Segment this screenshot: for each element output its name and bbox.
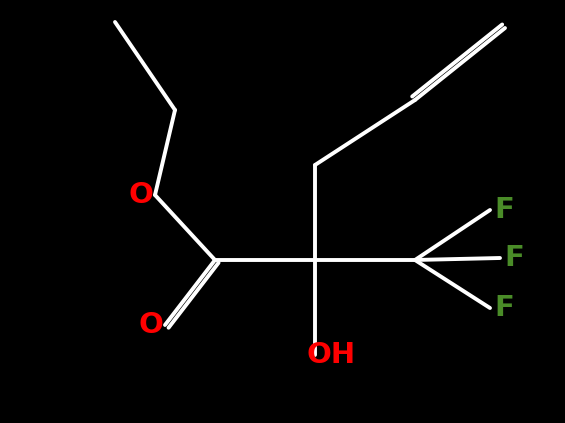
Text: OH: OH	[306, 341, 355, 369]
Text: O: O	[129, 181, 154, 209]
Text: F: F	[494, 294, 514, 322]
Text: F: F	[504, 244, 524, 272]
Text: F: F	[494, 196, 514, 224]
Text: O: O	[138, 311, 163, 339]
